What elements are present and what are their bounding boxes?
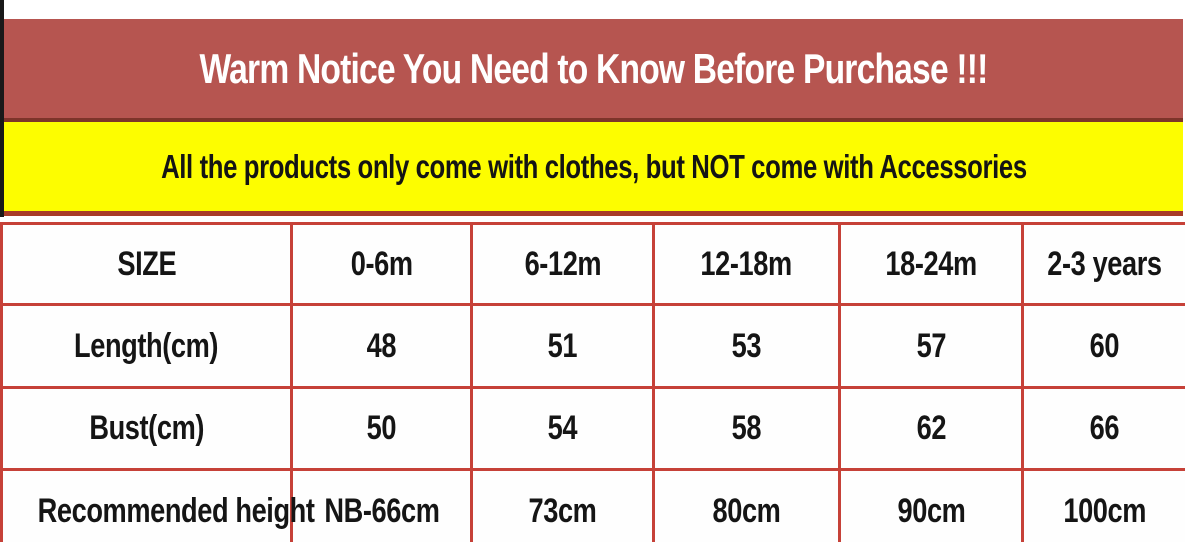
cell-value: 66 [1089,409,1120,447]
row-label-length: Length(cm) [0,303,293,389]
row-label-text: Bust(cm) [89,409,204,447]
length-value-6-12m: 51 [470,303,655,389]
row-label-text: Recommended height [37,492,315,530]
header-label: SIZE [117,244,176,283]
row-label-text: Length(cm) [74,326,219,365]
header-label: 6-12m [524,244,601,283]
header-cell-0-6m: 0-6m [290,222,473,306]
recheight-value-0-6m: NB-66cm [290,468,473,542]
cell-value: 50 [366,409,397,447]
size-chart-table: SIZE 0-6m 6-12m 12-18m 18-24m 2-3 years … [0,222,1185,542]
cell-value: 57 [916,326,946,365]
bust-value-2-3years: 66 [1021,386,1185,471]
table-row-bust: Bust(cm) 50 54 58 62 66 [0,386,1185,471]
size-table-container: SIZE 0-6m 6-12m 12-18m 18-24m 2-3 years … [0,222,1185,542]
cell-value: 60 [1089,326,1120,365]
header-label: 0-6m [350,244,413,283]
cell-value: 51 [547,326,578,365]
cell-value: NB-66cm [323,492,440,530]
cell-value: 62 [916,409,946,447]
recheight-value-6-12m: 73cm [470,468,655,542]
warm-notice-text: Warm Notice You Need to Know Before Purc… [199,44,988,92]
length-value-2-3years: 60 [1021,303,1185,389]
bust-value-18-24m: 62 [838,386,1024,471]
cell-value: 100cm [1063,492,1146,530]
accessories-notice-text: All the products only come with clothes,… [160,147,1027,185]
header-label: 12-18m [700,244,793,283]
warm-notice-banner: Warm Notice You Need to Know Before Purc… [4,19,1183,118]
cell-value: 54 [547,409,578,447]
recheight-value-18-24m: 90cm [838,468,1024,542]
length-value-18-24m: 57 [838,303,1024,389]
header-label: 2-3 years [1047,244,1162,283]
header-cell-18-24m: 18-24m [838,222,1024,306]
bust-value-0-6m: 50 [290,386,473,471]
bust-value-6-12m: 54 [470,386,655,471]
cell-value: 48 [366,326,397,365]
cell-value: 73cm [528,492,597,530]
length-value-0-6m: 48 [290,303,473,389]
header-cell-2-3years: 2-3 years [1021,222,1185,306]
header-label: 18-24m [885,244,977,283]
header-cell-12-18m: 12-18m [652,222,841,306]
header-cell-size: SIZE [0,222,293,306]
table-header-row: SIZE 0-6m 6-12m 12-18m 18-24m 2-3 years [0,222,1185,306]
accessories-notice-banner: All the products only come with clothes,… [4,118,1183,216]
cell-value: 80cm [712,492,781,530]
length-value-12-18m: 53 [652,303,841,389]
bust-value-12-18m: 58 [652,386,841,471]
table-row-length: Length(cm) 48 51 53 57 60 [0,303,1185,389]
cell-value: 58 [731,409,762,447]
left-edge-strip [0,0,4,217]
header-cell-6-12m: 6-12m [470,222,655,306]
table-row-recommended-height: Recommended height NB-66cm 73cm 80cm 90c… [0,468,1185,542]
row-label-bust: Bust(cm) [0,386,293,471]
cell-value: 90cm [897,492,965,530]
row-label-recommended-height: Recommended height [0,468,315,542]
recheight-value-2-3years: 100cm [1021,468,1185,542]
cell-value: 53 [731,326,762,365]
recheight-value-12-18m: 80cm [652,468,841,542]
